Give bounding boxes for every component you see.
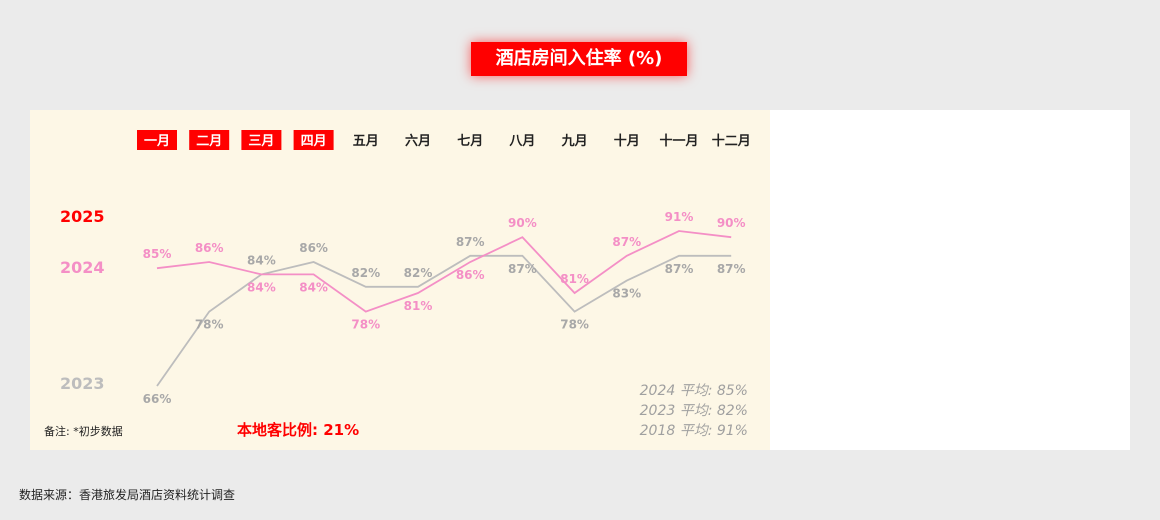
month-label: 九月 [561, 134, 588, 149]
data-label-2024: 84% [247, 280, 276, 294]
data-label-2024: 84% [299, 280, 328, 294]
data-label-2023: 84% [247, 253, 276, 267]
data-label-2024: 87% [612, 235, 641, 249]
average-label: 2023 平均: 82% [640, 403, 748, 419]
month-highlight-box [241, 130, 282, 150]
data-label-2023: 87% [665, 262, 694, 276]
footnote: 备注: *初步数据 [44, 424, 123, 438]
series-line-2023 [156, 254, 732, 387]
month-highlight-box [137, 130, 177, 150]
month-label: 四月 [301, 134, 327, 149]
local-ratio-label: 本地客比例: 21% [237, 421, 359, 439]
series-line-2024 [156, 230, 732, 313]
data-label-2024: 90% [508, 216, 537, 230]
month-label: 三月 [248, 134, 274, 149]
month-highlight-box [293, 130, 334, 150]
month-label: 六月 [405, 133, 431, 149]
data-label-2024: 85% [143, 247, 172, 261]
data-label-2024: 91% [665, 210, 694, 224]
data-label-2024: 81% [404, 299, 433, 313]
data-label-2024: 86% [195, 241, 224, 255]
data-label-2023: 83% [612, 287, 641, 301]
month-label: 十月 [614, 133, 640, 149]
data-label-2023: 87% [508, 262, 537, 276]
month-highlight-box [189, 130, 230, 150]
data-label-2024: 86% [456, 268, 485, 282]
data-label-2024: 78% [351, 318, 380, 332]
month-label: 五月 [353, 134, 379, 149]
data-label-2023: 87% [456, 235, 485, 249]
data-label-2023: 78% [560, 318, 589, 332]
data-label-2023: 82% [351, 266, 380, 280]
data-label-2023: 78% [195, 318, 224, 332]
year-label-2025: 2025 [60, 207, 105, 226]
data-label-2023: 82% [404, 266, 433, 280]
data-label-2023: 86% [299, 241, 328, 255]
data-label-2023: 87% [717, 262, 746, 276]
month-label: 八月 [508, 134, 535, 149]
data-label-2024: 81% [560, 272, 589, 286]
month-label: 一月 [144, 134, 170, 149]
month-label: 十二月 [712, 133, 751, 149]
year-label-2023: 2023 [60, 374, 105, 393]
month-label: 十一月 [659, 133, 698, 149]
month-label: 七月 [457, 134, 483, 149]
data-label-2023: 66% [143, 392, 172, 406]
average-label: 2018 平均: 91% [640, 423, 748, 439]
chart-plot-area [30, 110, 770, 450]
month-label: 二月 [196, 134, 222, 149]
average-label: 2024 平均: 85% [640, 383, 748, 399]
chart-title: 酒店房间入住率 (%) [471, 42, 687, 76]
data-label-2024: 90% [717, 216, 746, 230]
data-source: 数据来源：香港旅发局酒店资料统计调查 [19, 488, 236, 502]
year-label-2024: 2024 [60, 258, 105, 277]
